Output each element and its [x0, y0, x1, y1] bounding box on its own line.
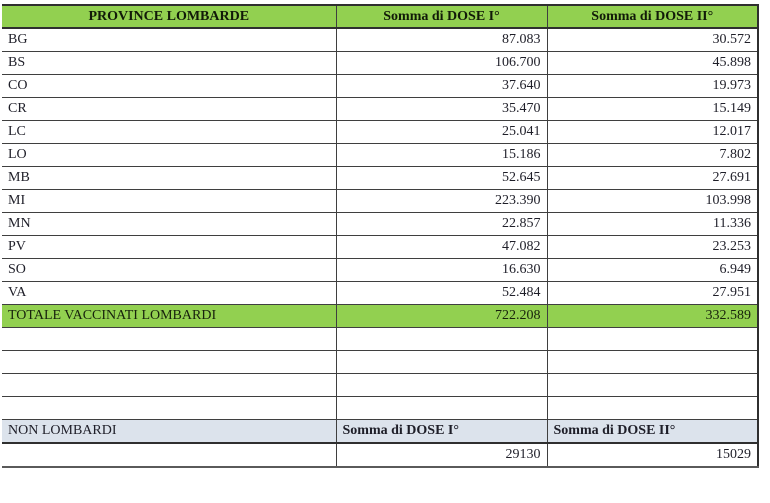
non-lombardi-header-row: NON LOMBARDI Somma di DOSE I° Somma di D… [2, 419, 759, 444]
non-lombardi-dose1-value: 29130 [335, 442, 548, 468]
province-code: CR [2, 97, 337, 121]
table-row: SO 16.630 6.949 [2, 258, 759, 282]
table-row: CR 35.470 15.149 [2, 97, 759, 121]
non-lombardi-dose2-value: 15029 [546, 442, 759, 468]
dose1-value: 37.640 [335, 74, 548, 98]
dose1-value: 35.470 [335, 97, 548, 121]
empty-cell [335, 396, 548, 420]
empty-row [2, 327, 759, 351]
dose2-value: 11.336 [546, 212, 759, 236]
dose1-value: 22.857 [335, 212, 548, 236]
province-code: LO [2, 143, 337, 167]
dose2-value: 6.949 [546, 258, 759, 282]
dose2-value: 12.017 [546, 120, 759, 144]
province-code: SO [2, 258, 337, 282]
dose1-value: 223.390 [335, 189, 548, 213]
province-code: VA [2, 281, 337, 305]
dose1-value: 25.041 [335, 120, 548, 144]
table-row: LC 25.041 12.017 [2, 120, 759, 144]
table-row: VA 52.484 27.951 [2, 281, 759, 305]
province-code: MN [2, 212, 337, 236]
dose2-value: 23.253 [546, 235, 759, 259]
empty-row [2, 350, 759, 374]
table-row: LO 15.186 7.802 [2, 143, 759, 167]
total-row: TOTALE VACCINATI LOMBARDI 722.208 332.58… [2, 304, 759, 328]
non-lombardi-dose1-header: Somma di DOSE I° [335, 419, 548, 444]
dose1-value: 16.630 [335, 258, 548, 282]
dose1-value: 47.082 [335, 235, 548, 259]
header-row: PROVINCE LOMBARDE Somma di DOSE I° Somma… [2, 4, 759, 29]
empty-cell [2, 396, 337, 420]
dose2-value: 45.898 [546, 51, 759, 75]
header-dose2: Somma di DOSE II° [546, 4, 759, 29]
non-lombardi-value-row: 29130 15029 [2, 442, 759, 468]
province-code: MB [2, 166, 337, 190]
dose1-value: 52.484 [335, 281, 548, 305]
province-code: CO [2, 74, 337, 98]
dose2-value: 27.691 [546, 166, 759, 190]
total-dose1-value: 722.208 [335, 304, 548, 328]
table-row: BG 87.083 30.572 [2, 27, 759, 52]
total-dose2-value: 332.589 [546, 304, 759, 328]
dose2-value: 103.998 [546, 189, 759, 213]
table-row: MI 223.390 103.998 [2, 189, 759, 213]
vaccination-table: PROVINCE LOMBARDE Somma di DOSE I° Somma… [2, 4, 759, 468]
dose1-value: 106.700 [335, 51, 548, 75]
province-code: MI [2, 189, 337, 213]
dose2-value: 30.572 [546, 27, 759, 52]
total-label: TOTALE VACCINATI LOMBARDI [2, 304, 337, 328]
non-lombardi-dose2-header: Somma di DOSE II° [546, 419, 759, 444]
empty-cell [546, 350, 759, 374]
empty-row [2, 396, 759, 420]
empty-cell [335, 327, 548, 351]
dose1-value: 15.186 [335, 143, 548, 167]
empty-cell [335, 373, 548, 397]
empty-cell [335, 350, 548, 374]
dose2-value: 27.951 [546, 281, 759, 305]
empty-cell [546, 327, 759, 351]
table-row: MB 52.645 27.691 [2, 166, 759, 190]
empty-cell [2, 350, 337, 374]
empty-row [2, 373, 759, 397]
dose1-value: 87.083 [335, 27, 548, 52]
dose1-value: 52.645 [335, 166, 548, 190]
province-code: PV [2, 235, 337, 259]
empty-cell [2, 373, 337, 397]
header-province-lombarde: PROVINCE LOMBARDE [2, 4, 337, 29]
table-row: PV 47.082 23.253 [2, 235, 759, 259]
table-row: BS 106.700 45.898 [2, 51, 759, 75]
province-code: BG [2, 27, 337, 52]
dose2-value: 15.149 [546, 97, 759, 121]
table-row: MN 22.857 11.336 [2, 212, 759, 236]
dose2-value: 19.973 [546, 74, 759, 98]
empty-cell [2, 327, 337, 351]
table-row: CO 37.640 19.973 [2, 74, 759, 98]
province-code: LC [2, 120, 337, 144]
dose2-value: 7.802 [546, 143, 759, 167]
empty-cell [546, 396, 759, 420]
non-lombardi-label: NON LOMBARDI [2, 419, 337, 444]
empty-cell [2, 442, 337, 468]
province-code: BS [2, 51, 337, 75]
empty-cell [546, 373, 759, 397]
header-dose1: Somma di DOSE I° [335, 4, 548, 29]
